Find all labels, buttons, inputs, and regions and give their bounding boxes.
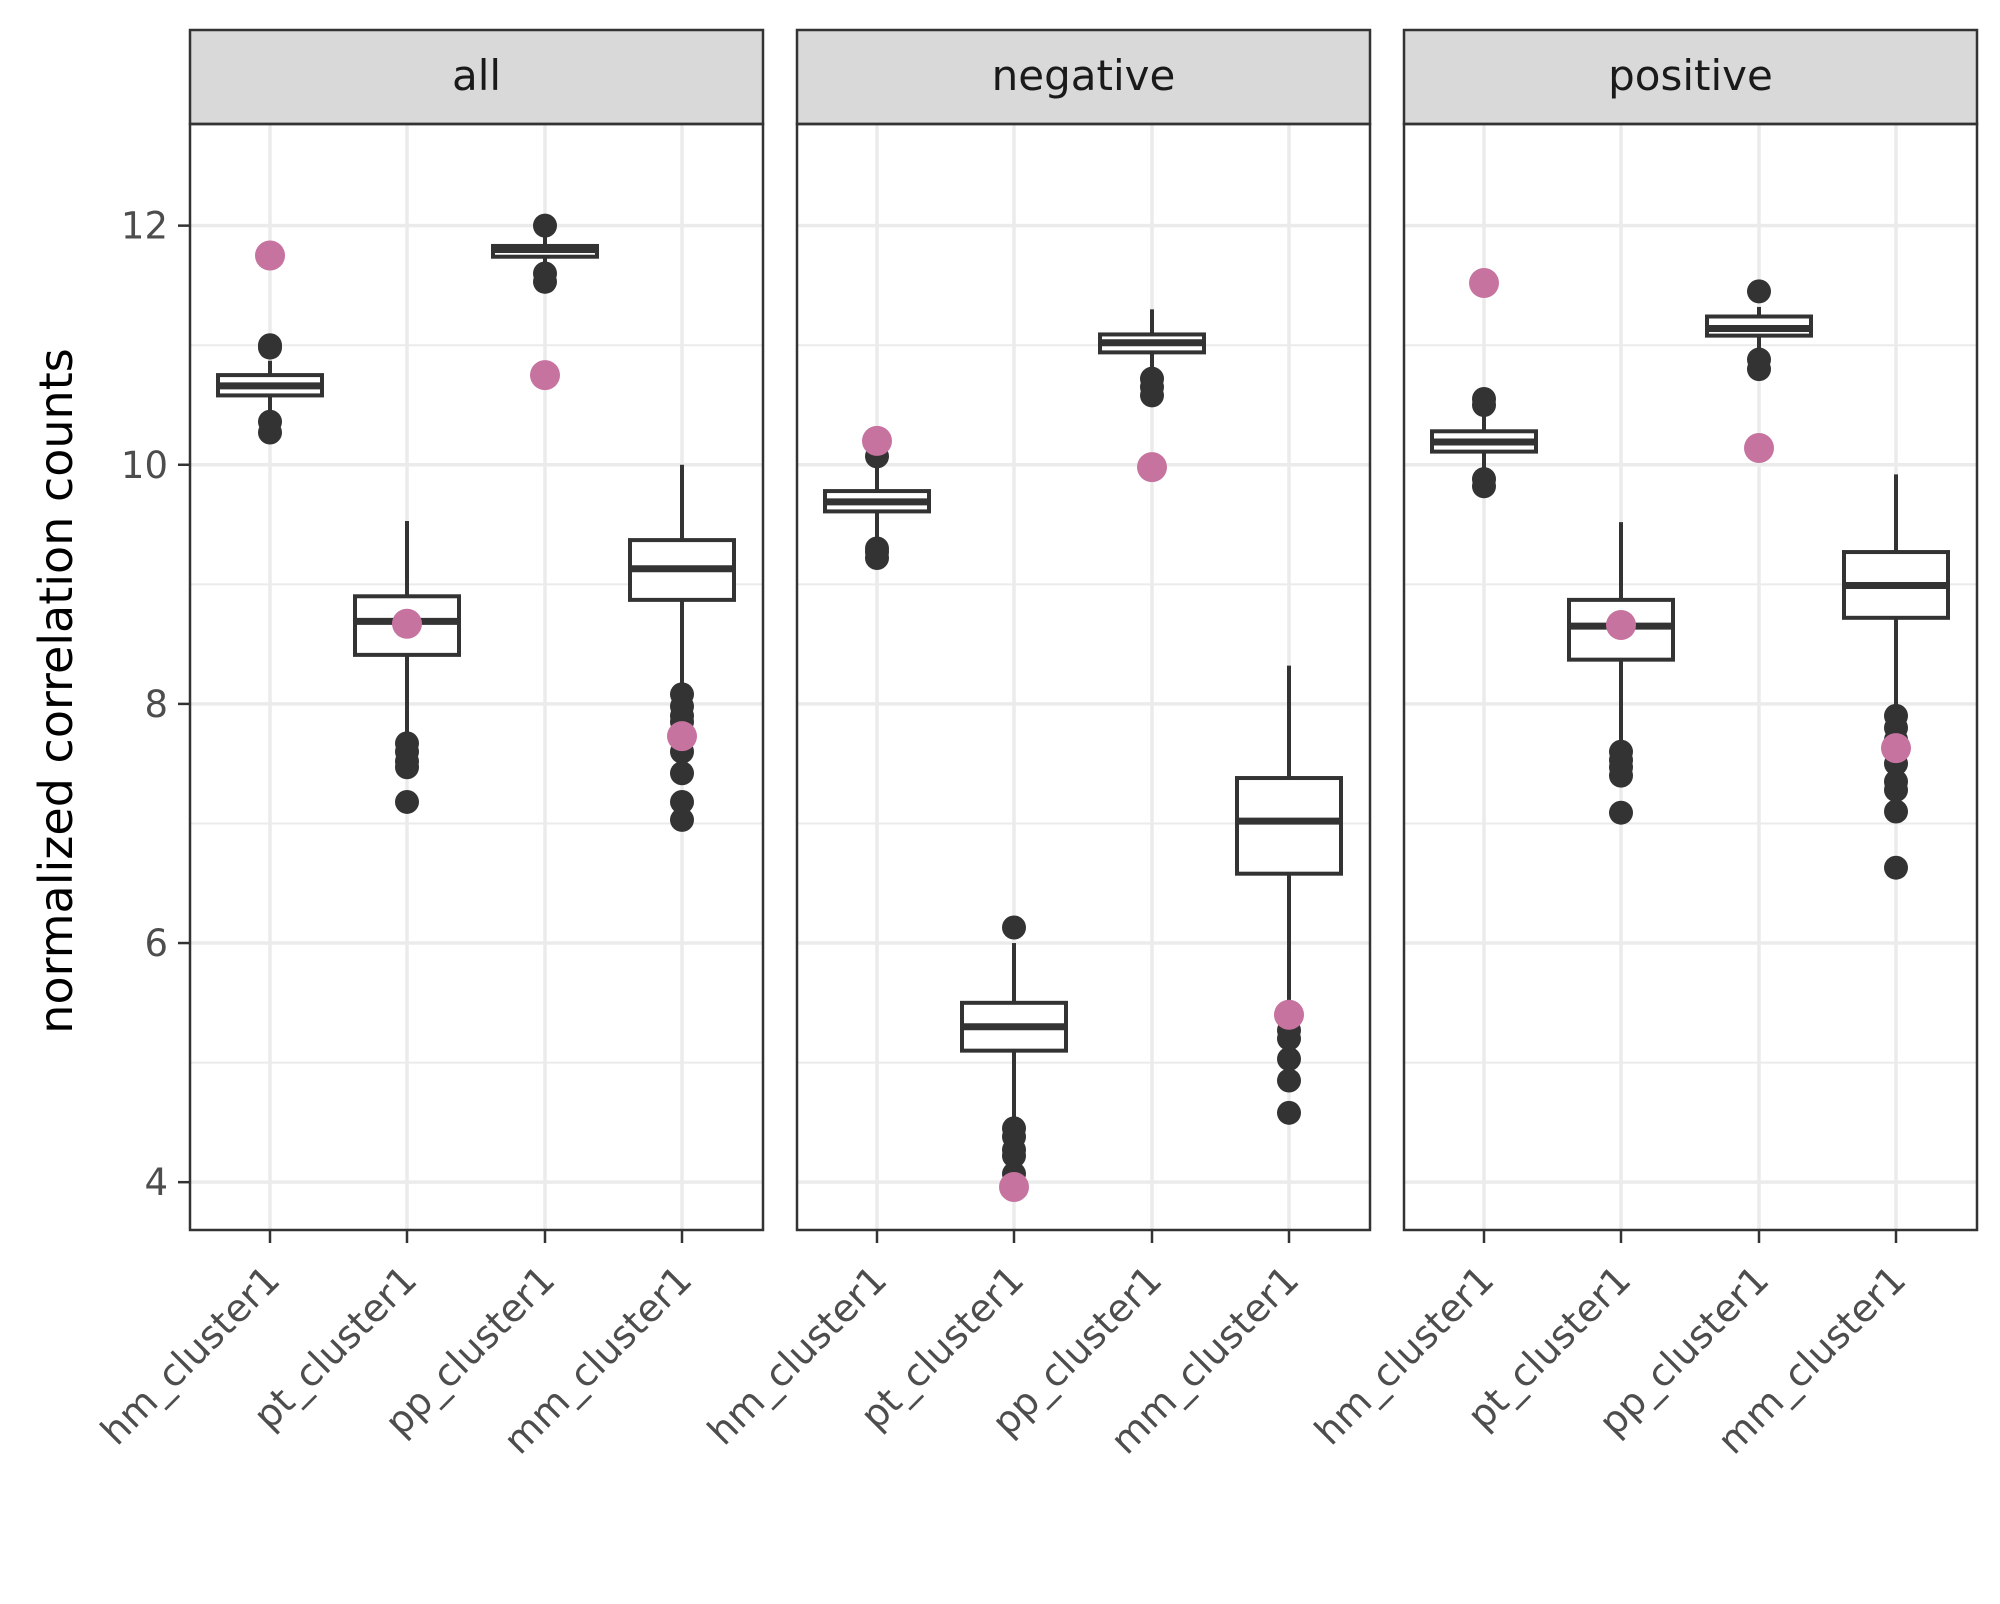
boxplot-hm_cluster1 <box>1430 268 1538 499</box>
facet-strip-label: all <box>452 51 501 100</box>
outlier-point <box>1609 800 1633 825</box>
observed-point <box>530 360 560 391</box>
observed-point <box>392 608 422 639</box>
x-tick-label: hm_cluster1 <box>92 1257 288 1453</box>
boxplot-mm_cluster1 <box>1842 474 1950 880</box>
outlier-point <box>865 546 889 571</box>
facet-strip-label: negative <box>992 51 1176 100</box>
observed-point <box>1469 268 1499 299</box>
outlier-point <box>395 755 419 780</box>
outlier-point <box>533 213 557 238</box>
x-tick-label: hm_cluster1 <box>1306 1257 1502 1453</box>
outlier-point <box>1002 1143 1026 1168</box>
panel-background <box>1404 124 1977 1230</box>
boxplot-pt_cluster1 <box>1567 522 1675 825</box>
outlier-point <box>1472 474 1496 499</box>
outlier-point <box>670 789 694 814</box>
boxplot-pp_cluster1 <box>1098 309 1206 483</box>
outlier-point <box>258 420 282 445</box>
facet-strip <box>795 28 1372 126</box>
boxplot-mm_cluster1 <box>628 464 736 832</box>
boxplot-mm_cluster1 <box>1235 665 1343 1125</box>
observed-point <box>1606 609 1636 640</box>
outlier-point <box>1747 279 1771 304</box>
panel-border <box>1402 122 1979 1232</box>
outlier-point <box>1277 1068 1301 1093</box>
panel-border <box>795 122 1372 1232</box>
boxplot-hm_cluster1 <box>823 425 931 571</box>
observed-point <box>255 240 285 271</box>
observed-point <box>1744 433 1774 464</box>
outlier-point <box>1609 763 1633 788</box>
observed-point <box>1137 452 1167 483</box>
outlier-point <box>1884 855 1908 880</box>
outlier-point <box>1277 1100 1301 1125</box>
outlier-point <box>258 333 282 358</box>
outlier-point <box>670 807 694 832</box>
observed-point <box>862 425 892 456</box>
outlier-point <box>395 789 419 814</box>
boxplot-pp_cluster1 <box>1705 279 1813 464</box>
box-iqr <box>1235 776 1343 876</box>
facet-strip <box>188 28 765 126</box>
outlier-point <box>1002 915 1026 940</box>
chart-marks <box>216 213 1950 1202</box>
outlier-point <box>1277 1047 1301 1072</box>
y-tick-label: 10 <box>121 444 168 487</box>
observed-point <box>1274 999 1304 1030</box>
observed-point <box>667 721 697 752</box>
y-tick-label: 6 <box>144 922 168 965</box>
y-tick-label: 8 <box>144 683 168 726</box>
outlier-point <box>533 269 557 294</box>
box-iqr <box>1567 597 1675 662</box>
x-tick-label: hm_cluster1 <box>699 1257 895 1453</box>
outlier-point <box>1747 357 1771 382</box>
y-axis-title: normalized correlation counts <box>29 348 83 1033</box>
facet-strip-label: positive <box>1608 51 1773 100</box>
boxplot-hm_cluster1 <box>216 240 324 445</box>
boxplot-pt_cluster1 <box>353 520 461 814</box>
panel-background <box>797 124 1370 1230</box>
outlier-point <box>1472 392 1496 417</box>
outlier-point <box>1884 777 1908 802</box>
panel-background <box>190 124 763 1230</box>
boxplot-pp_cluster1 <box>491 213 599 391</box>
observed-point <box>999 1171 1029 1202</box>
outlier-point <box>1140 383 1164 408</box>
outlier-point <box>1277 1026 1301 1051</box>
panel-backgrounds <box>190 124 1977 1230</box>
boxplot-pt_cluster1 <box>960 915 1068 1202</box>
y-tick-label: 4 <box>144 1161 168 1204</box>
panel-border <box>188 122 765 1232</box>
observed-point <box>1881 733 1911 764</box>
outlier-point <box>670 761 694 786</box>
y-tick-label: 12 <box>121 205 168 248</box>
outlier-point <box>1884 799 1908 824</box>
